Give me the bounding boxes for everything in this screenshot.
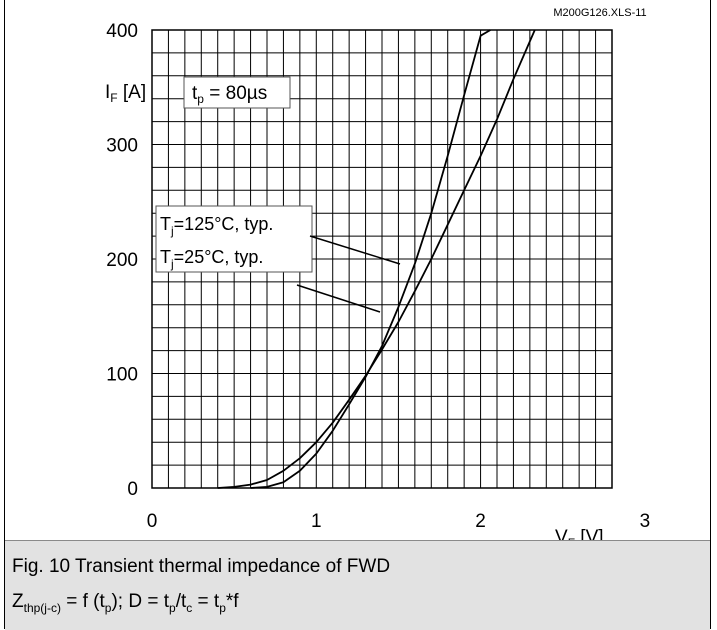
figure-frame	[4, 0, 711, 629]
y-tick-label: 100	[106, 365, 138, 386]
x-tick-label: 2	[475, 511, 486, 532]
y-tick-label: 300	[106, 136, 138, 157]
y-tick-label: 400	[106, 21, 138, 42]
caption-formula: Zthp(j-c) = f (tp); D = tp/tc = tp*f	[12, 591, 239, 615]
y-tick-label: 0	[127, 479, 138, 500]
series-layer	[217, 29, 536, 489]
leader-line-25c	[296, 284, 381, 313]
leader-lines	[296, 235, 401, 313]
source-code: M200G126.XLS-11	[553, 7, 646, 19]
leader-line-125c	[309, 235, 401, 265]
axis-labels: 0 1 2 3 0 100 200 300 400	[106, 21, 650, 532]
plot-border	[151, 29, 613, 489]
x-tick-label: 1	[311, 511, 322, 532]
figure-caption: Fig. 10 Transient thermal impedance of F…	[5, 540, 710, 630]
condition-box: tp = 80µs	[183, 76, 291, 109]
series-line-25c	[250, 29, 491, 489]
y-tick-label: 200	[106, 250, 138, 271]
svg-text:tp = 80µs: tp = 80µs	[192, 83, 267, 106]
caption-title: Fig. 10 Transient thermal impedance of F…	[12, 556, 391, 577]
y-axis-label: IF [A]	[105, 82, 146, 105]
chart-canvas: 0 1 2 3 0 100 200 300 400 M200G126.XLS-11 IF [A]…	[105, 7, 650, 545]
x-tick-label: 0	[147, 511, 158, 532]
legend-box: Tj=125°C, typ. Tj=25°C, typ.	[155, 205, 313, 273]
x-tick-label: 3	[640, 511, 651, 532]
